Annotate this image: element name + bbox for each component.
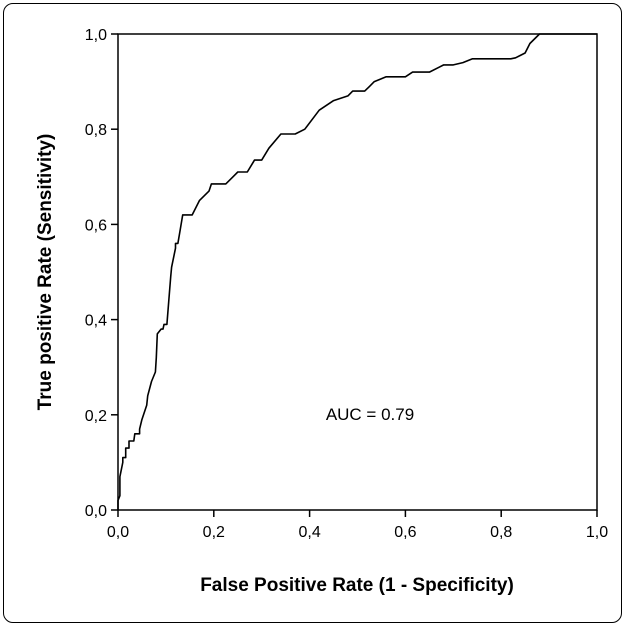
y-tick-label: 0,2 — [85, 408, 107, 425]
x-axis-title: False Positive Rate (1 - Specificity) — [200, 575, 514, 596]
y-tick-label: 0,0 — [85, 503, 107, 520]
x-tick-label: 1,0 — [586, 524, 608, 541]
roc-chart: 0,0 0,2 0,4 0,6 0,8 1,0 0,0 0,2 0,4 0,6 0,8 1,0 AU… — [35, 27, 608, 596]
x-axis: 0,0 0,2 0,4 0,6 0,8 1,0 — [107, 510, 608, 541]
y-axis-title: True positive Rate (Sensitivity) — [35, 134, 56, 411]
y-tick-label: 0,6 — [85, 217, 107, 234]
y-tick-label: 1,0 — [85, 27, 107, 44]
plot-area — [117, 33, 598, 511]
x-tick-label: 0,4 — [298, 524, 320, 541]
x-tick-label: 0,0 — [107, 524, 129, 541]
roc-curve-line — [117, 33, 597, 510]
x-tick-label: 0,8 — [490, 524, 512, 541]
auc-annotation: AUC = 0.79 — [326, 405, 414, 424]
x-tick-label: 0,6 — [394, 524, 416, 541]
chart-frame — [3, 3, 622, 623]
y-tick-label: 0,8 — [85, 122, 107, 139]
x-tick-label: 0,2 — [203, 524, 225, 541]
y-tick-label: 0,4 — [85, 313, 107, 330]
y-axis: 0,0 0,2 0,4 0,6 0,8 1,0 — [85, 27, 118, 520]
